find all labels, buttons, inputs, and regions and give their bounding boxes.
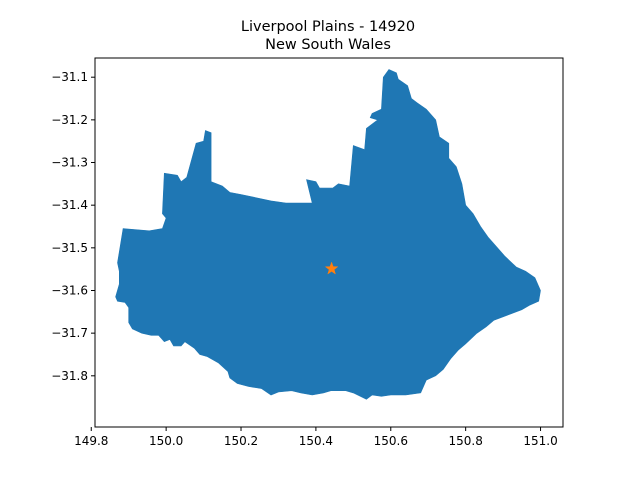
x-tick-label: 150.4 bbox=[299, 434, 333, 448]
centroid-star-marker bbox=[324, 261, 339, 275]
y-tick-label: −31.6 bbox=[51, 283, 88, 297]
x-tick-label: 151.0 bbox=[523, 434, 557, 448]
x-axis: 149.8 150.0 150.2 150.4 150.6 150.8 151.0 bbox=[74, 427, 558, 448]
region-boundary bbox=[115, 69, 541, 400]
x-tick-label: 150.6 bbox=[374, 434, 408, 448]
y-tick-label: −31.1 bbox=[51, 70, 88, 84]
plot-area bbox=[94, 57, 564, 428]
x-tick-label: 149.8 bbox=[74, 434, 108, 448]
axes-frame bbox=[94, 57, 564, 428]
y-tick-label: −31.2 bbox=[51, 113, 88, 127]
y-axis: −31.1 −31.2 −31.3 −31.4 −31.5 −31.6 −31.7 −31.8 bbox=[51, 70, 95, 383]
y-tick-label: −31.7 bbox=[51, 326, 88, 340]
y-tick-label: −31.4 bbox=[51, 198, 88, 212]
y-tick-label: −31.8 bbox=[51, 369, 88, 383]
x-tick-label: 150.8 bbox=[448, 434, 482, 448]
x-tick-label: 150.0 bbox=[149, 434, 183, 448]
y-tick-label: −31.5 bbox=[51, 241, 88, 255]
x-tick-label: 150.2 bbox=[224, 434, 258, 448]
chart-title-line2: New South Wales bbox=[265, 37, 391, 53]
chart-title-line1: Liverpool Plains - 14920 bbox=[241, 19, 415, 35]
y-tick-label: −31.3 bbox=[51, 156, 88, 170]
